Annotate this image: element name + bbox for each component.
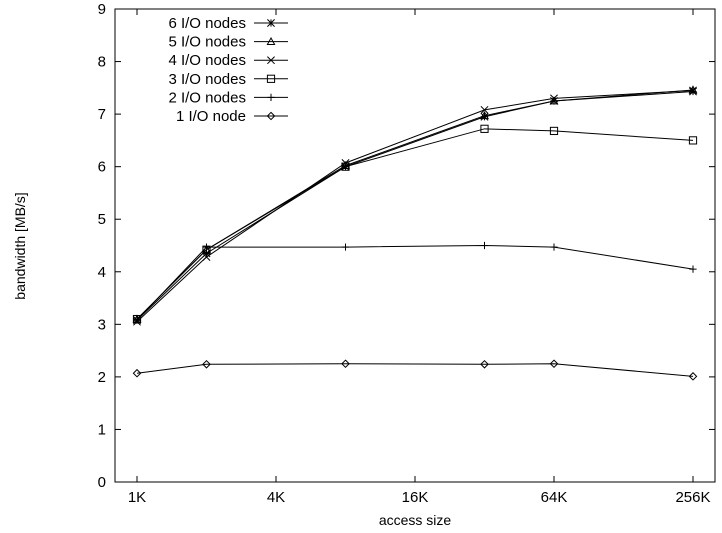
legend-label: 5 I/O nodes	[168, 34, 246, 51]
data-point-marker	[202, 359, 211, 369]
data-point-marker	[341, 359, 350, 369]
legend-marker	[266, 74, 276, 83]
data-point-marker	[549, 359, 559, 369]
data-point-marker	[132, 368, 142, 378]
series-5	[133, 241, 697, 324]
legend-marker	[267, 19, 275, 27]
y-tick-label: 6	[98, 159, 106, 176]
legend-item: 2 I/O nodes	[168, 89, 288, 106]
y-tick-label: 0	[98, 474, 106, 491]
legend-marker	[267, 93, 275, 101]
data-point-marker	[480, 111, 489, 120]
legend-item: 6 I/O nodes	[168, 15, 288, 32]
data-point-marker	[341, 162, 350, 171]
data-point-marker	[133, 316, 141, 324]
legend-label: 2 I/O nodes	[168, 89, 246, 106]
x-tick-label: 1K	[128, 489, 146, 506]
y-tick-label: 3	[98, 316, 106, 333]
data-point-marker	[550, 94, 558, 103]
data-point-marker	[202, 243, 211, 251]
y-axis-title: bandwidth [MB/s]	[12, 192, 28, 299]
x-tick-label: 256K	[675, 489, 710, 506]
series-4	[132, 124, 698, 324]
y-axis: 0 1 2 3 4 5 6 7 8 9	[98, 1, 715, 491]
data-point-marker	[688, 372, 698, 381]
data-point-marker	[550, 243, 558, 251]
legend-label: 1 I/O node	[176, 108, 246, 125]
data-point-marker	[549, 126, 559, 136]
data-point-marker	[688, 85, 698, 94]
y-tick-label: 9	[98, 1, 106, 18]
legend-marker	[266, 111, 276, 121]
data-point-marker	[480, 359, 489, 369]
x-tick-label: 64K	[541, 489, 568, 506]
data-point-marker	[689, 265, 697, 273]
legend-marker	[266, 36, 276, 45]
y-tick-label: 7	[98, 106, 106, 123]
data-point-marker	[688, 136, 698, 145]
y-tick-label: 1	[98, 421, 106, 438]
x-tick-label: 4K	[267, 489, 285, 506]
legend-marker	[267, 56, 275, 65]
data-point-marker	[689, 86, 697, 95]
series-line	[136, 244, 694, 321]
series-layer	[132, 85, 698, 381]
series-line	[136, 89, 694, 323]
y-tick-label: 4	[98, 264, 106, 281]
legend-item: 3 I/O nodes	[168, 71, 288, 88]
x-axis-title: access size	[379, 512, 452, 528]
series-line	[136, 128, 694, 320]
data-point-marker	[341, 243, 350, 251]
series-line	[136, 91, 694, 321]
legend-item: 5 I/O nodes	[168, 34, 288, 51]
series-line	[136, 363, 694, 377]
legend-item: 1 I/O node	[176, 108, 288, 125]
y-tick-label: 8	[98, 54, 106, 71]
series-3	[133, 86, 697, 326]
data-point-marker	[480, 124, 489, 133]
legend-item: 4 I/O nodes	[168, 52, 288, 69]
data-point-marker	[202, 253, 211, 262]
series-6	[132, 359, 698, 381]
legend-label: 4 I/O nodes	[168, 52, 246, 69]
y-tick-label: 2	[98, 369, 106, 386]
legend-label: 6 I/O nodes	[168, 15, 246, 32]
legend-label: 3 I/O nodes	[168, 71, 246, 88]
data-point-marker	[480, 105, 489, 114]
y-tick-label: 5	[98, 211, 106, 228]
data-point-marker	[480, 241, 489, 250]
x-axis: 1K 4K 16K 64K 256K	[128, 9, 711, 506]
x-tick-label: 16K	[402, 489, 429, 506]
